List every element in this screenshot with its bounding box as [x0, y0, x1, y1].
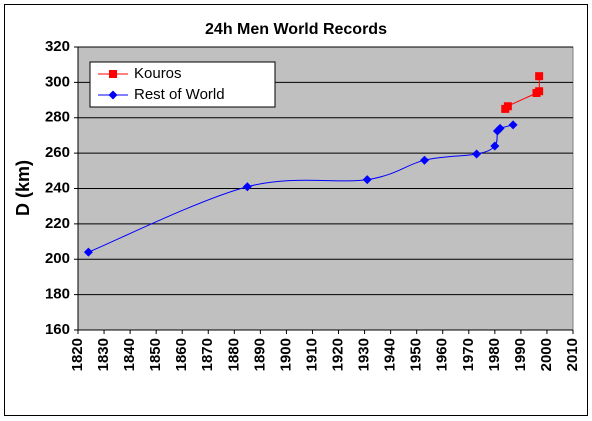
marker [495, 123, 505, 133]
x-tick-label: 1940 [382, 338, 399, 371]
x-tick-label: 1890 [251, 338, 268, 371]
legend-marker [108, 90, 118, 100]
x-tick-label: 1930 [356, 338, 373, 371]
y-tick-label: 300 [45, 73, 70, 90]
marker [535, 87, 544, 96]
x-tick-label: 2010 [564, 338, 581, 371]
marker [535, 72, 544, 81]
marker [508, 120, 518, 130]
y-axis-label: D (km) [13, 160, 33, 216]
y-tick-label: 200 [45, 250, 70, 267]
marker [472, 149, 482, 159]
chart-title: 24h Men World Records [205, 21, 387, 38]
x-tick-label: 1980 [486, 338, 503, 371]
legend-label: Rest of World [134, 86, 225, 103]
x-tick-label: 1830 [95, 338, 112, 371]
x-tick-label: 1850 [147, 338, 164, 371]
y-tick-label: 260 [45, 144, 70, 161]
marker [83, 247, 93, 257]
y-tick-label: 320 [45, 38, 70, 55]
x-tick-label: 1970 [460, 338, 477, 371]
marker [242, 182, 252, 192]
y-tick-label: 240 [45, 179, 70, 196]
y-tick-label: 220 [45, 215, 70, 232]
x-tick-label: 1870 [199, 338, 216, 371]
marker [490, 141, 500, 151]
marker [503, 102, 512, 111]
x-tick-label: 1910 [303, 338, 320, 371]
x-tick-label: 1820 [69, 338, 86, 371]
x-tick-label: 1840 [121, 338, 138, 371]
legend-box [89, 61, 276, 108]
x-tick-label: 1900 [277, 338, 294, 371]
x-tick-label: 2000 [538, 338, 555, 371]
y-tick-label: 180 [45, 286, 70, 303]
x-tick-label: 1860 [173, 338, 190, 371]
marker [362, 175, 372, 185]
x-tick-label: 1990 [512, 338, 529, 371]
legend-label: Kouros [134, 65, 182, 82]
y-tick-label: 160 [45, 321, 70, 338]
y-tick-label: 280 [45, 109, 70, 126]
x-tick-label: 1880 [225, 338, 242, 371]
marker [420, 155, 429, 165]
x-tick-label: 1950 [408, 338, 425, 371]
x-tick-label: 1960 [434, 338, 451, 371]
x-tick-label: 1920 [329, 338, 346, 371]
legend-marker [109, 70, 117, 78]
